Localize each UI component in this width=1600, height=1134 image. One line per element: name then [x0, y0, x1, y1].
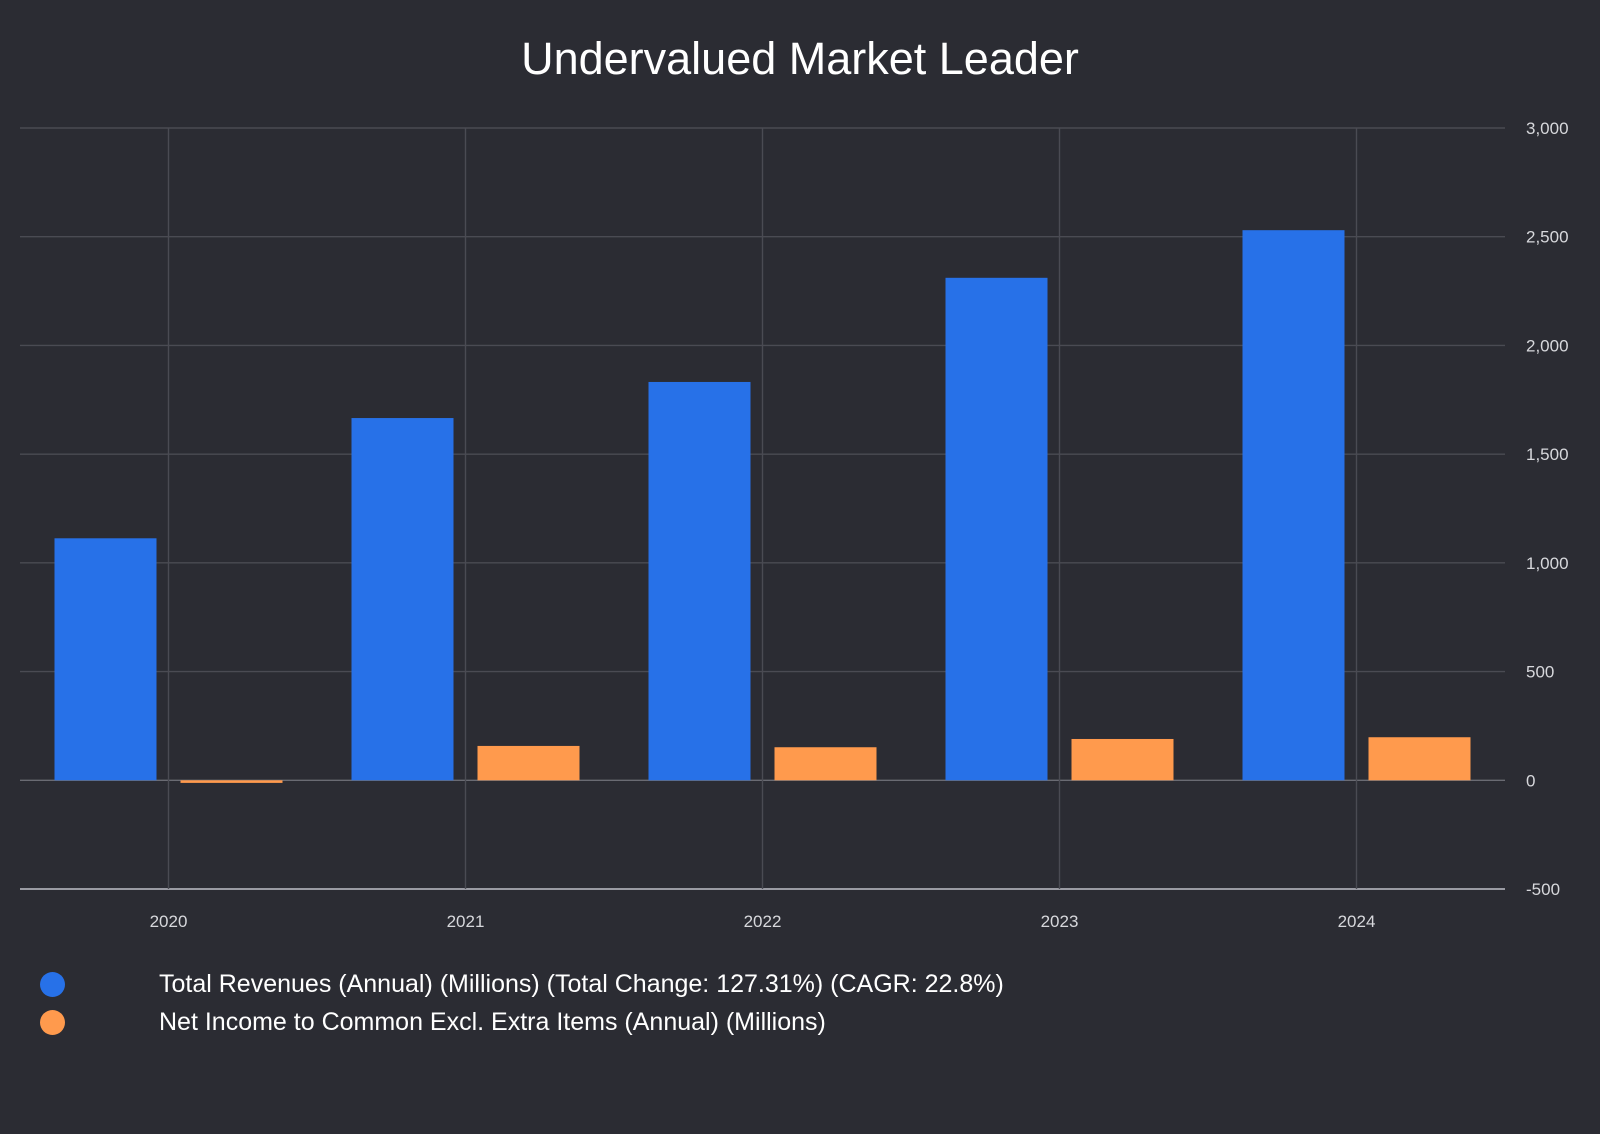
bar-net-income[interactable] — [180, 780, 283, 783]
x-tick-label: 2021 — [447, 912, 485, 931]
y-tick-label: 500 — [1526, 663, 1554, 682]
bar-total-revenues[interactable] — [648, 381, 751, 781]
x-tick-label: 2022 — [744, 912, 782, 931]
bars — [54, 230, 1471, 783]
bar-total-revenues[interactable] — [1242, 230, 1345, 781]
y-tick-label: 2,500 — [1526, 228, 1569, 247]
y-tick-label: 2,000 — [1526, 336, 1569, 355]
bar-total-revenues[interactable] — [54, 538, 157, 781]
bar-net-income[interactable] — [1071, 738, 1174, 781]
legend-swatch-net-income — [40, 1010, 65, 1035]
bar-net-income[interactable] — [1368, 737, 1471, 781]
y-tick-label: 0 — [1526, 771, 1535, 790]
x-tick-label: 2024 — [1338, 912, 1376, 931]
y-tick-label: 1,500 — [1526, 445, 1569, 464]
x-tick-label: 2023 — [1041, 912, 1079, 931]
bar-net-income[interactable] — [477, 745, 580, 781]
bar-net-income[interactable] — [774, 747, 877, 781]
gridlines — [20, 127, 1505, 890]
legend-label-total-revenues: Total Revenues (Annual) (Millions) (Tota… — [159, 970, 1004, 998]
legend-swatch-total-revenues — [40, 972, 65, 997]
y-tick-label: -500 — [1526, 880, 1560, 899]
y-tick-label: 3,000 — [1526, 119, 1569, 138]
legend-label-net-income: Net Income to Common Excl. Extra Items (… — [159, 1008, 826, 1036]
chart-title: Undervalued Market Leader — [521, 33, 1079, 84]
x-tick-label: 2020 — [150, 912, 188, 931]
y-tick-label: 1,000 — [1526, 554, 1569, 573]
bar-total-revenues[interactable] — [351, 418, 454, 781]
bar-total-revenues[interactable] — [945, 277, 1048, 781]
